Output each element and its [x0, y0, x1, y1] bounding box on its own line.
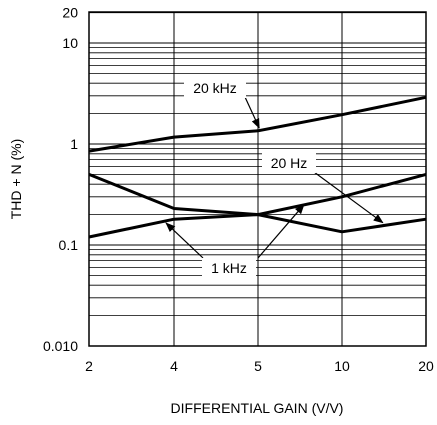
annotation-1khz: 1 kHz	[211, 260, 247, 276]
arrow-1khz-left	[165, 222, 204, 259]
annotation-20khz: 20 kHz	[193, 80, 237, 96]
x-tick-label: 2	[85, 358, 93, 374]
x-axis-title: DIFFERENTIAL GAIN (V/V)	[171, 400, 344, 416]
annotation-20hz-box	[262, 153, 316, 173]
grid	[88, 12, 427, 347]
annotations: 20 kHz 20 Hz 1 kHz	[165, 78, 384, 278]
x-tick-label: 5	[254, 358, 262, 374]
series-line-1-khz	[88, 172, 427, 239]
arrow-20hz	[313, 171, 384, 224]
annotation-1khz-box	[202, 258, 256, 278]
x-tick-label: 10	[334, 358, 350, 374]
y-tick-label: 0.010	[43, 338, 78, 354]
arrow-1khz-right	[257, 204, 305, 259]
tick-labels: 2 4 5 10 20 0.010 0.1 1 10 20	[43, 5, 434, 374]
x-tick-label: 20	[418, 358, 434, 374]
y-tick-label: 10	[62, 35, 78, 51]
annotation-20hz: 20 Hz	[271, 155, 308, 171]
y-tick-label: 0.1	[59, 237, 79, 253]
plot-frame	[88, 11, 427, 347]
y-axis-title: THD + N (%)	[8, 139, 24, 220]
x-tick-label: 4	[170, 358, 178, 374]
series-line-20-khz	[88, 95, 427, 153]
y-tick-label: 20	[62, 5, 78, 21]
y-tick-label: 1	[70, 136, 78, 152]
annotation-20khz-box	[184, 78, 246, 98]
arrow-20khz	[244, 96, 260, 129]
series-lines	[88, 95, 427, 239]
